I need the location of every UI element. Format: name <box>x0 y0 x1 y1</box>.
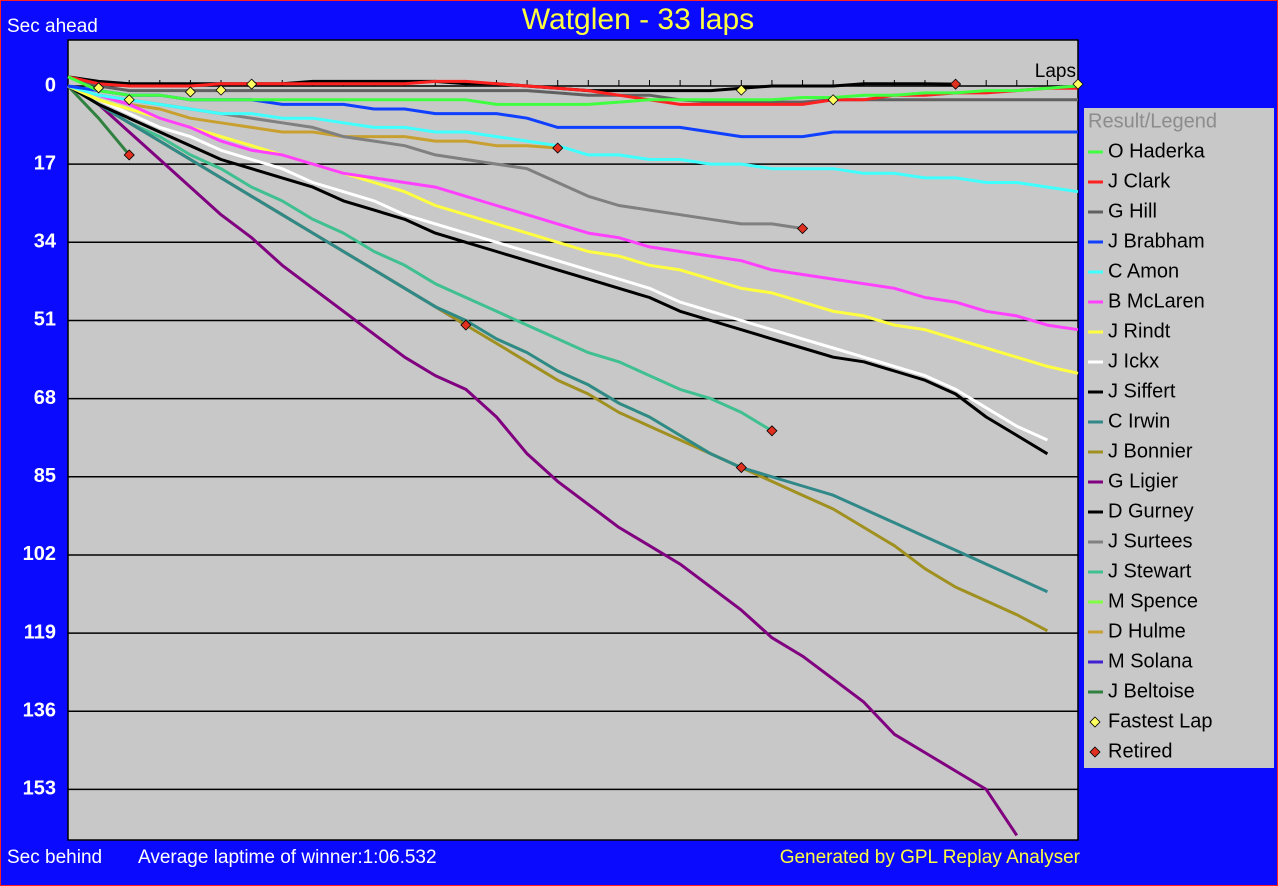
marker <box>552 142 564 154</box>
series-line <box>67 84 773 433</box>
legend-label: J Bonnier <box>1108 440 1193 462</box>
series-line <box>67 75 1079 106</box>
series-line <box>67 84 1079 194</box>
marker <box>735 462 747 474</box>
y-label-bottom: Sec behind <box>7 847 102 868</box>
legend-label: J Rindt <box>1108 320 1171 342</box>
series-line <box>67 84 558 150</box>
series-line <box>67 84 1079 375</box>
series-line <box>67 84 1049 594</box>
y-tick-label: 119 <box>24 621 56 643</box>
marker <box>93 82 105 94</box>
y-tick-label: 17 <box>34 152 56 174</box>
credit: Generated by GPL Replay Analyser <box>780 847 1081 868</box>
series-line <box>67 84 1019 837</box>
legend-label: D Hulme <box>1108 620 1186 642</box>
plot-area <box>67 39 1079 841</box>
marker <box>950 78 962 90</box>
y-label-top: Sec ahead <box>7 16 98 37</box>
legend-label: J Beltoise <box>1108 680 1195 702</box>
marker <box>460 319 472 331</box>
legend-label: O Haderka <box>1108 140 1206 162</box>
marker <box>796 222 809 235</box>
footnote: Average laptime of winner:1:06.532 <box>138 847 437 868</box>
marker <box>1072 78 1084 90</box>
legend-label: B McLaren <box>1108 290 1205 312</box>
marker <box>184 86 196 98</box>
legend-label: G Hill <box>1108 200 1157 222</box>
legend-label: G Ligier <box>1108 470 1178 492</box>
series-line <box>67 84 1079 332</box>
marker <box>766 425 778 437</box>
legend-label: J Surtees <box>1108 530 1192 552</box>
legend-swatch <box>1089 746 1101 758</box>
series-line <box>67 84 1049 456</box>
y-tick-label: 34 <box>34 231 57 253</box>
legend-label: J Brabham <box>1108 230 1205 252</box>
legend-label: C Amon <box>1108 260 1179 282</box>
y-tick-label: 102 <box>23 543 56 565</box>
y-tick-label: 0 <box>45 74 56 96</box>
chart-title: Watglen - 33 laps <box>522 3 754 36</box>
legend-box <box>1084 108 1274 768</box>
legend-label: C Irwin <box>1108 410 1170 432</box>
marker <box>123 149 135 161</box>
legend-label: J Clark <box>1108 170 1171 192</box>
x-label: Laps <box>1035 61 1076 82</box>
marker <box>123 94 135 106</box>
y-tick-label: 51 <box>34 309 56 331</box>
y-tick-label: 153 <box>23 778 56 800</box>
marker <box>735 84 747 96</box>
series-line <box>66 84 131 156</box>
legend-label: Retired <box>1108 740 1172 762</box>
marker <box>215 84 227 96</box>
y-tick-label: 68 <box>34 387 56 409</box>
legend-label: M Solana <box>1108 650 1193 672</box>
series-line <box>67 84 1049 442</box>
legend-label: J Stewart <box>1108 560 1192 582</box>
legend-label: J Siffert <box>1108 380 1176 402</box>
legend-swatch <box>1089 716 1101 728</box>
legend-label: J Ickx <box>1108 350 1159 372</box>
marker <box>827 94 839 106</box>
y-tick-label: 85 <box>34 465 56 487</box>
y-tick-label: 136 <box>23 700 56 722</box>
legend-label: M Spence <box>1108 590 1198 612</box>
marker <box>246 78 258 90</box>
series-line <box>67 75 1078 104</box>
legend-label: Fastest Lap <box>1108 710 1213 732</box>
legend-title: Result/Legend <box>1088 110 1217 132</box>
legend-label: D Gurney <box>1108 500 1194 522</box>
